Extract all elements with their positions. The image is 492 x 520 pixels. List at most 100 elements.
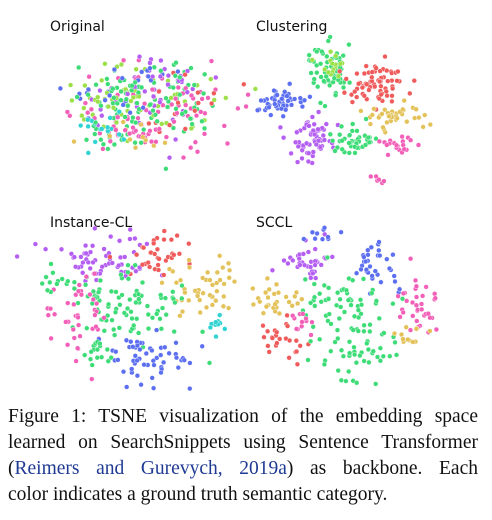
point <box>187 360 193 366</box>
point <box>341 309 348 315</box>
point <box>83 137 90 143</box>
point <box>166 122 173 128</box>
point <box>82 243 89 249</box>
point <box>272 301 278 307</box>
point <box>156 256 162 262</box>
point <box>378 91 384 98</box>
point <box>330 138 336 144</box>
point <box>98 137 104 143</box>
point <box>348 302 354 308</box>
point <box>154 246 161 252</box>
point <box>71 286 78 292</box>
point <box>98 354 105 360</box>
point <box>195 89 201 96</box>
point <box>47 306 54 312</box>
point <box>328 321 334 327</box>
point <box>125 276 131 282</box>
point <box>197 309 203 316</box>
point <box>205 269 211 276</box>
point <box>138 382 144 388</box>
point <box>294 348 300 355</box>
point <box>401 146 407 152</box>
point <box>94 355 100 361</box>
point <box>373 381 379 387</box>
point <box>105 358 111 364</box>
point <box>337 132 343 138</box>
point <box>412 277 419 284</box>
citation[interactable]: Reimers and Gurevych, 2019a <box>14 458 287 479</box>
point <box>122 254 128 260</box>
point <box>305 357 311 363</box>
point <box>139 279 146 286</box>
point <box>217 277 223 283</box>
point <box>209 302 216 308</box>
point <box>314 62 320 69</box>
point <box>370 348 376 354</box>
point <box>139 84 145 91</box>
point <box>261 334 267 340</box>
point <box>130 114 136 121</box>
caption-line: Figure 1: TSNE visualization of the embe… <box>8 404 478 430</box>
point <box>325 234 331 240</box>
point <box>305 249 312 255</box>
point <box>154 327 160 333</box>
point <box>352 150 358 156</box>
point <box>75 322 82 328</box>
point <box>414 318 420 324</box>
point <box>92 225 98 232</box>
point <box>139 69 145 75</box>
point <box>377 358 384 364</box>
point <box>224 140 231 147</box>
point <box>359 84 366 91</box>
point <box>301 97 308 103</box>
point <box>311 281 317 287</box>
point <box>223 95 229 101</box>
point <box>382 107 388 113</box>
point <box>110 100 116 106</box>
point <box>207 292 213 298</box>
point <box>151 385 157 391</box>
point <box>408 137 414 143</box>
point <box>107 254 113 260</box>
point <box>132 235 138 242</box>
point <box>365 252 371 258</box>
point <box>170 84 176 91</box>
point <box>201 125 208 131</box>
point <box>159 280 165 286</box>
point <box>64 109 71 115</box>
point <box>293 289 300 296</box>
point <box>129 366 135 372</box>
point <box>87 249 94 255</box>
point <box>339 146 345 152</box>
point <box>145 73 151 80</box>
point <box>124 91 131 97</box>
point <box>100 146 106 152</box>
point <box>68 251 75 257</box>
point <box>338 377 344 383</box>
point <box>266 104 272 110</box>
point <box>284 312 290 319</box>
point <box>132 262 138 268</box>
point <box>364 81 370 87</box>
point <box>211 90 217 96</box>
point <box>157 73 164 80</box>
point <box>113 349 119 355</box>
point <box>82 282 89 288</box>
point <box>289 303 295 309</box>
point <box>133 268 139 274</box>
point <box>177 313 183 319</box>
point <box>350 277 356 283</box>
point <box>308 70 314 76</box>
point <box>105 81 111 87</box>
point <box>346 150 352 156</box>
point <box>132 353 138 359</box>
point <box>107 115 113 121</box>
point <box>147 65 153 71</box>
point <box>141 127 147 133</box>
point <box>186 264 193 271</box>
point <box>410 339 416 345</box>
point <box>69 97 75 104</box>
point <box>269 335 276 341</box>
point <box>150 73 156 80</box>
point <box>200 290 206 296</box>
